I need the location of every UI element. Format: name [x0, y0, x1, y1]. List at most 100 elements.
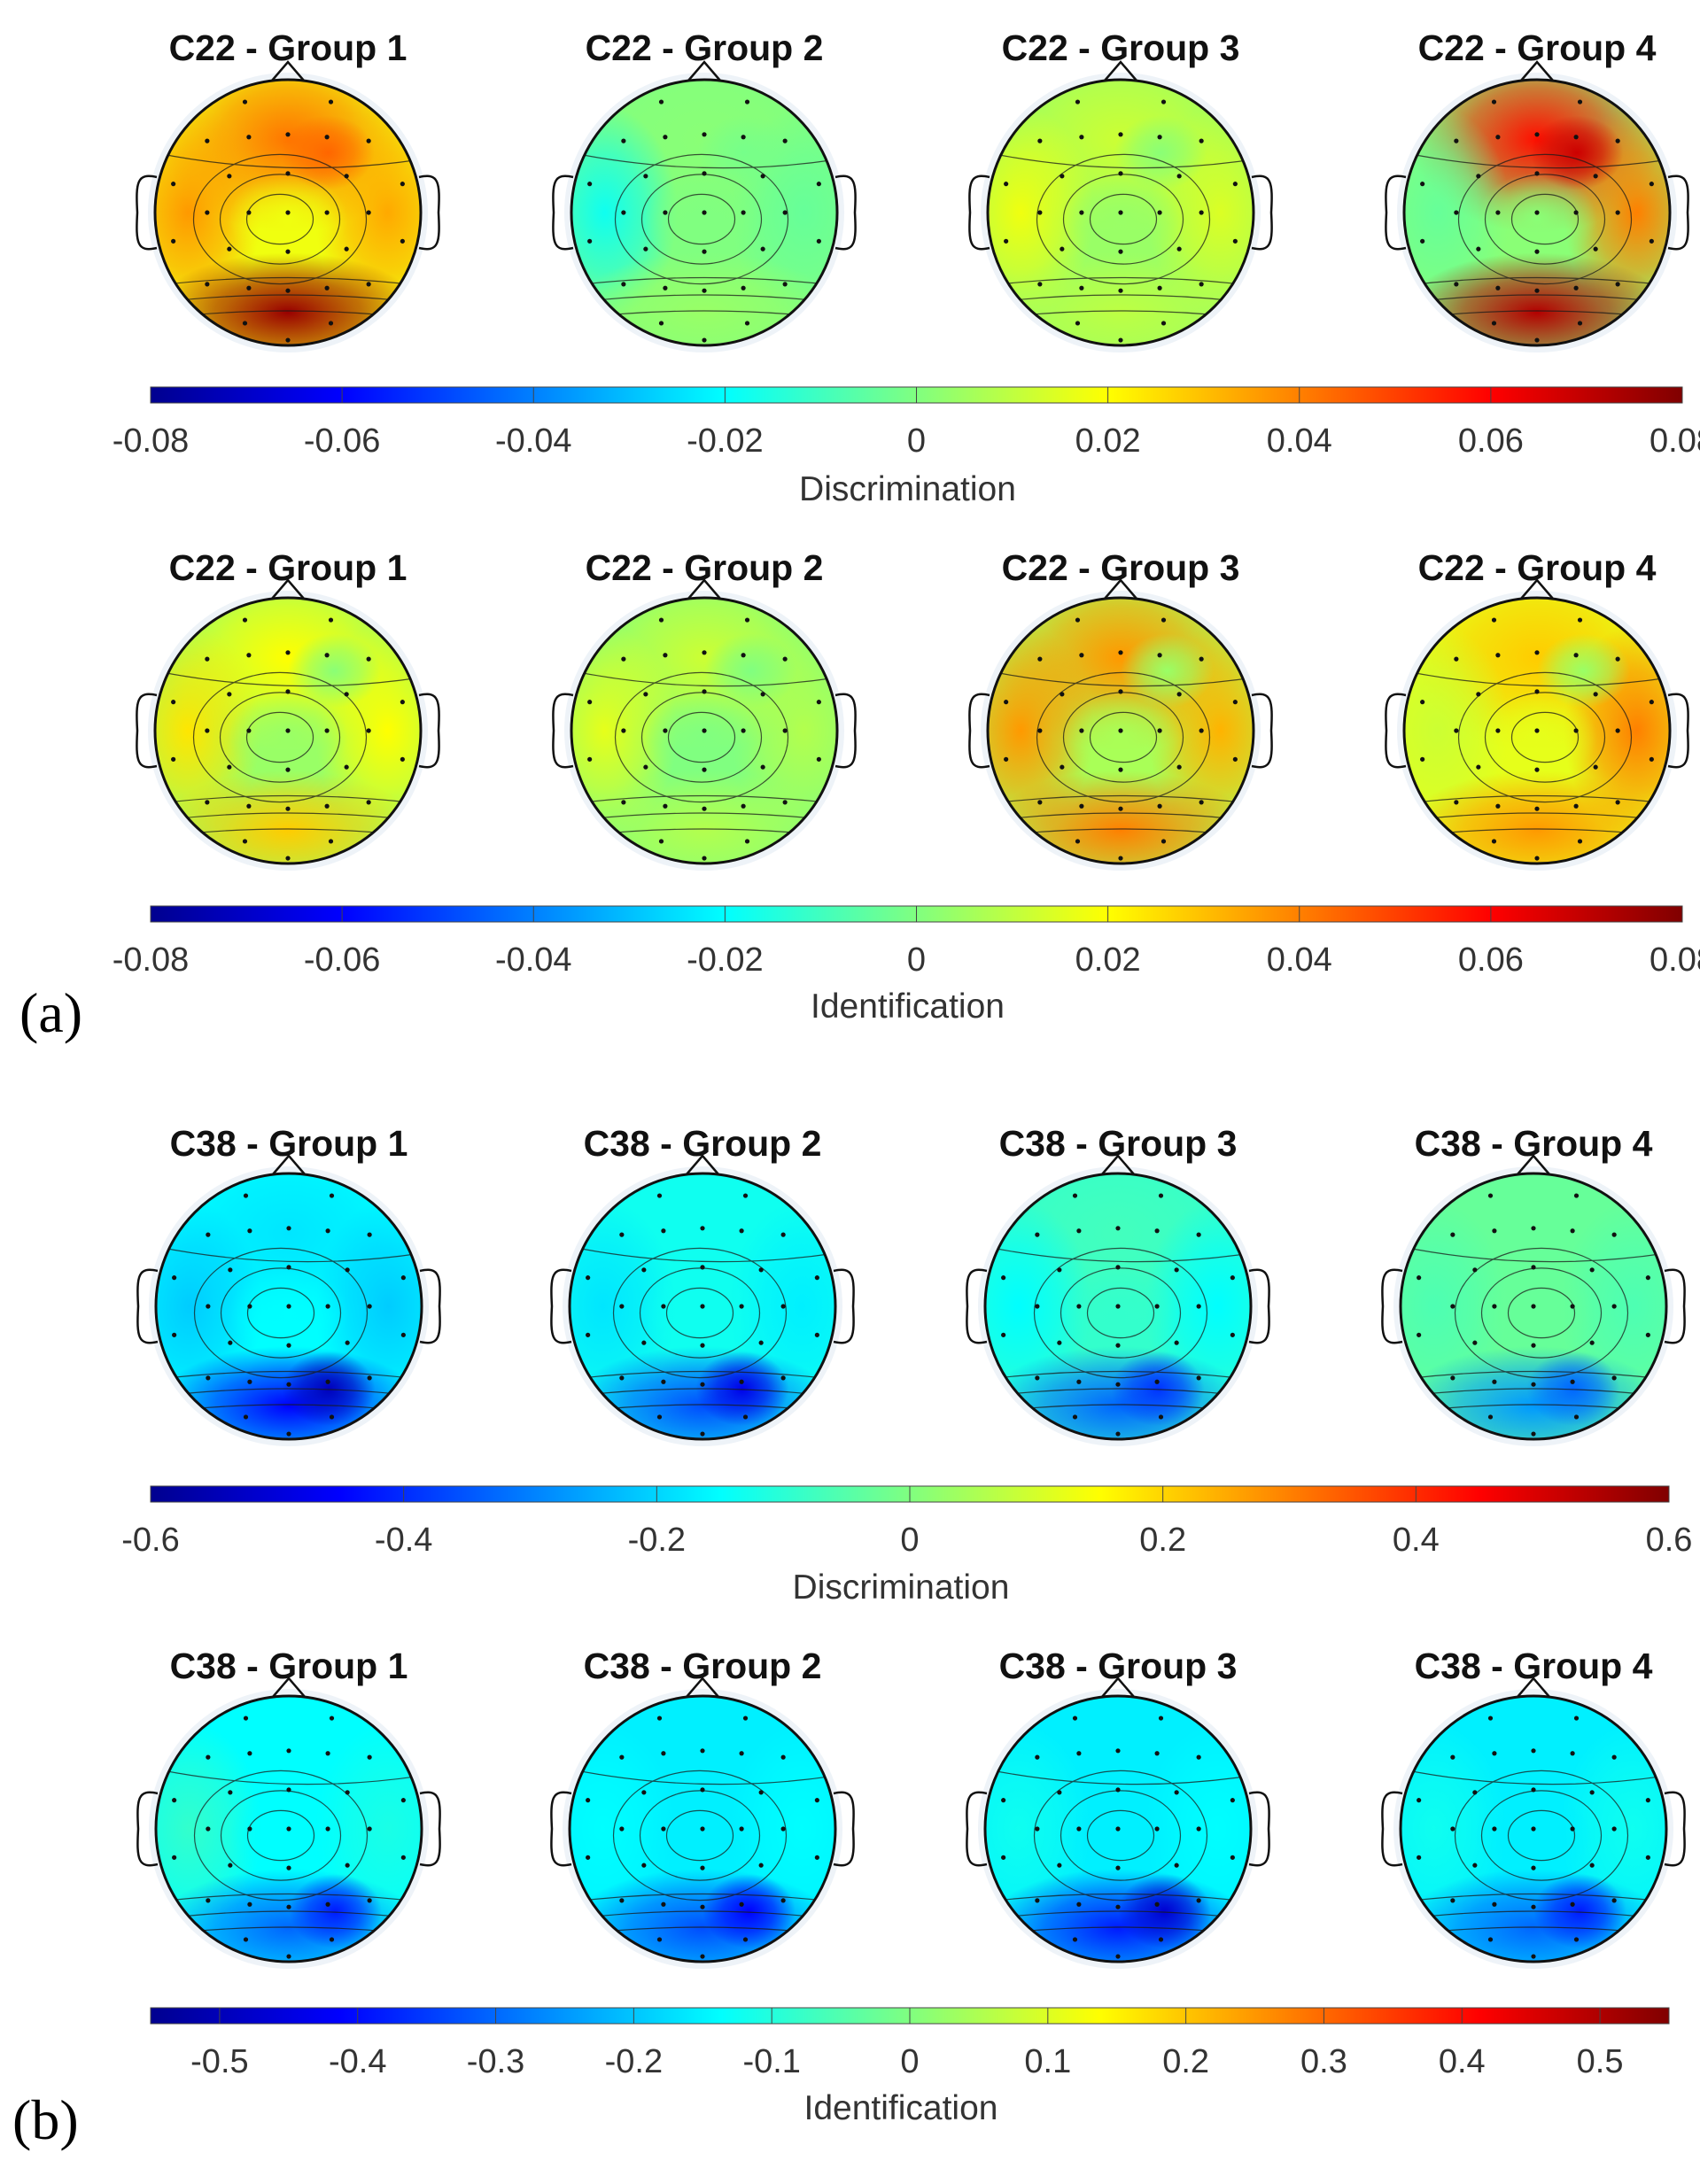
topomap-field [570, 1696, 835, 1962]
electrode-dot [1079, 728, 1084, 733]
electrode-dot [1176, 246, 1182, 252]
electrodes [1417, 1715, 1650, 1959]
topomap-field [1404, 598, 1670, 864]
contour-lines [988, 151, 1254, 320]
electrode-dot [1417, 1855, 1422, 1860]
electrode-dot [285, 767, 291, 772]
head-outline [1402, 78, 1672, 347]
topomap-title: C38 - Group 3 [999, 1646, 1238, 1686]
electrode-dot [1645, 1798, 1650, 1803]
topomap-hotspot-region [281, 115, 375, 190]
electrode-dot [227, 692, 232, 697]
electrode-dot [1420, 238, 1425, 244]
electrode-dot [1593, 246, 1598, 252]
topomap-title: C22 - Group 4 [1418, 547, 1657, 588]
electrode-dot [243, 1937, 249, 1942]
topomap-row-4: C38 - Group 1 C38 - Group 2 C38 - Group 3 C… [136, 1646, 1686, 2127]
electrode-dot [1158, 1414, 1164, 1420]
electrode-dot [1534, 132, 1540, 137]
electrode-dot [702, 171, 707, 176]
head-outline [983, 1694, 1253, 1963]
electrode-dot [1118, 288, 1123, 293]
electrode-dot [1573, 1414, 1580, 1420]
electrode-dot [816, 238, 821, 244]
electrode-dot [242, 617, 248, 623]
electrode-dot [1037, 282, 1043, 287]
electrode-dot [1531, 1904, 1536, 1909]
electrode-dot [702, 650, 707, 655]
electrode-dot [1115, 1226, 1121, 1231]
electrode-dot [1476, 174, 1481, 179]
topomap-center-region [229, 1789, 349, 1882]
electrode-dot [329, 1414, 335, 1420]
electrodes [1004, 99, 1238, 343]
electrode-dot [1118, 856, 1123, 861]
electrode-dot [1230, 1332, 1235, 1337]
topomap-field [985, 1173, 1251, 1439]
electrode-dot [814, 1332, 819, 1337]
electrode-dot [1060, 246, 1065, 252]
electrodes [587, 617, 821, 861]
electrode-dot [1154, 1228, 1160, 1234]
electrode-dot [286, 1431, 291, 1437]
electrode-dot [1531, 1226, 1536, 1231]
electrode-dot [741, 210, 746, 215]
electrode-dot [367, 1754, 372, 1760]
electrode-dot [1072, 1937, 1078, 1942]
topomap-field [571, 80, 837, 345]
electrodes [586, 1193, 819, 1437]
topomap-center-region [229, 1266, 349, 1359]
electrode-dot [760, 246, 765, 252]
electrode-dot [1035, 1754, 1040, 1760]
electrode-dot [366, 138, 371, 143]
electrode-dot [1531, 1431, 1536, 1437]
electrode-dot [619, 1375, 625, 1381]
electrode-dot [1491, 99, 1497, 105]
electrode-dot [286, 1904, 291, 1909]
topomap-field [156, 1173, 422, 1439]
electrode-dot [1570, 1751, 1575, 1756]
right-ear-icon [1251, 174, 1273, 251]
topomap-title: C38 - Group 4 [1415, 1646, 1653, 1686]
electrode-dot [1645, 1332, 1650, 1337]
topomap-field [155, 80, 421, 345]
electrode-dot [700, 1748, 705, 1754]
electrode-dot [661, 1826, 666, 1832]
electrode-dot [1057, 1863, 1062, 1868]
colorbar-tick-label: 0.2 [1139, 1522, 1186, 1559]
electrodes [172, 1193, 406, 1437]
electrode-dot [1611, 1898, 1617, 1903]
electrode-dot [1115, 1748, 1121, 1754]
topomap-center-region [1060, 691, 1181, 784]
topomap-center-region [228, 691, 348, 784]
electrode-dot [641, 1267, 647, 1273]
electrode-dot [814, 1855, 819, 1860]
colorbar-label: Discrimination [799, 470, 1016, 508]
electrode-dot [782, 138, 788, 143]
left-ear-icon [966, 1791, 988, 1867]
left-ear-icon [550, 1268, 572, 1344]
topomap-center-region [1477, 691, 1597, 784]
electrode-dot [366, 728, 371, 733]
electrode-dot [816, 182, 821, 187]
electrode-dot [1118, 337, 1123, 343]
right-ear-icon [1664, 1791, 1686, 1867]
electrode-dot [1004, 700, 1009, 705]
electrode-dot [661, 1379, 666, 1384]
topomap-field [571, 598, 837, 864]
electrode-dot [1230, 1798, 1235, 1803]
electrode-dot [1115, 1343, 1121, 1348]
topomap-1-4: C22 - Group 4 [1385, 27, 1689, 352]
electrode-dot [1161, 617, 1167, 623]
electrode-dot [1232, 700, 1238, 705]
electrode-dot [205, 656, 210, 662]
electrode-dot [1649, 182, 1654, 187]
electrode-dot [1176, 764, 1182, 770]
electrode-dot [1615, 210, 1620, 215]
electrodes [1420, 99, 1654, 343]
electrode-dot [1417, 1798, 1422, 1803]
topomap-title: C38 - Group 4 [1415, 1123, 1653, 1164]
electrode-dot [1492, 1379, 1497, 1384]
topomap-1-2: C22 - Group 2 [552, 27, 857, 352]
left-ear-icon [1381, 1268, 1403, 1344]
